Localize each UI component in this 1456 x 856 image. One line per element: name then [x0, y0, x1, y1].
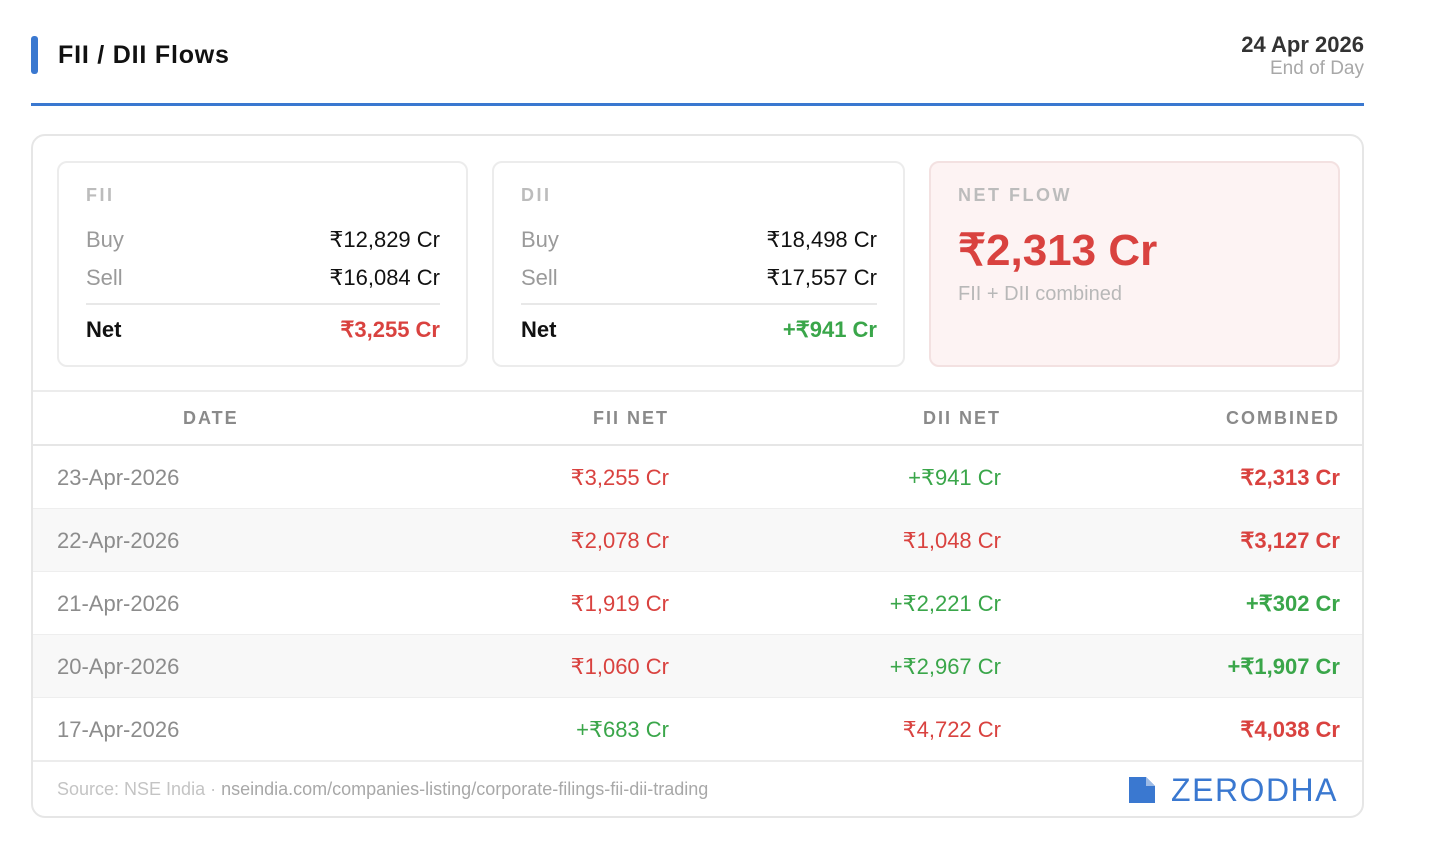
column-header-dii-net: DII NET [922, 408, 1001, 428]
row-date: 17-Apr-2026 [57, 717, 180, 742]
fii-net-label: Net [86, 317, 122, 342]
page-header: FII / DII Flows 24 Apr 2026 End of Day [31, 30, 1364, 106]
row-combined: ₹3,127 Cr [1240, 528, 1340, 553]
page-title: FII / DII Flows [58, 41, 230, 69]
fii-divider [86, 303, 440, 305]
table-row: 23-Apr-2026 ₹3,255 Cr +₹941 Cr ₹2,313 Cr [33, 446, 1362, 509]
row-combined: ₹2,313 Cr [1240, 465, 1340, 490]
column-header-combined: COMBINED [1226, 408, 1340, 428]
row-combined: +₹1,907 Cr [1227, 654, 1340, 679]
column-header-date: DATE [183, 408, 239, 428]
zerodha-logo-text: ZERODHA [1171, 771, 1338, 808]
row-fii-net: ₹3,255 Cr [570, 465, 669, 490]
table-row: 17-Apr-2026 +₹683 Cr ₹4,722 Cr ₹4,038 Cr [33, 698, 1362, 761]
zerodha-logo: ZERODHA [1129, 771, 1338, 808]
dii-divider [521, 303, 877, 305]
column-header-fii-net: FII NET [593, 408, 669, 428]
row-dii-net: +₹941 Cr [908, 465, 1001, 490]
fii-buy-value: ₹12,829 Cr [329, 227, 440, 252]
fii-label: FII [86, 185, 115, 205]
row-date: 23-Apr-2026 [57, 465, 180, 490]
dii-buy-value: ₹18,498 Cr [766, 227, 877, 252]
report-date: 24 Apr 2026 [1241, 32, 1364, 57]
dii-net-value: +₹941 Cr [782, 317, 877, 342]
row-fii-net: ₹1,919 Cr [570, 591, 669, 616]
row-date: 22-Apr-2026 [57, 528, 180, 553]
dii-sell-label: Sell [521, 265, 558, 290]
fii-net-value: ₹3,255 Cr [340, 317, 440, 342]
zerodha-logo-icon [1129, 777, 1156, 803]
source-link[interactable]: nseindia.com/companies-listing/corporate… [221, 779, 709, 799]
source-separator: · [205, 779, 222, 799]
source-label: Source: NSE India [57, 779, 206, 799]
fii-sell-value: ₹16,084 Cr [329, 265, 440, 290]
row-fii-net: ₹2,078 Cr [570, 528, 669, 553]
net-flow-note: FII + DII combined [958, 283, 1122, 305]
row-combined: ₹4,038 Cr [1240, 717, 1340, 742]
dii-summary-box: DII Buy ₹18,498 Cr Sell ₹17,557 Cr Net +… [492, 161, 905, 367]
row-combined: +₹302 Cr [1245, 591, 1340, 616]
report-subtitle: End of Day [1270, 58, 1364, 79]
table-row: 20-Apr-2026 ₹1,060 Cr +₹2,967 Cr +₹1,907… [33, 635, 1362, 698]
source-attribution: Source: NSE India · nseindia.com/compani… [57, 779, 708, 800]
net-flow-value: ₹2,313 Cr [958, 226, 1158, 275]
flows-table: DATE FII NET DII NET COMBINED 23-Apr-202… [33, 390, 1362, 761]
row-dii-net: +₹2,221 Cr [889, 591, 1001, 616]
flows-card: FII Buy ₹12,829 Cr Sell ₹16,084 Cr Net ₹… [31, 134, 1364, 818]
row-dii-net: ₹4,722 Cr [902, 717, 1001, 742]
title-accent-bar [31, 36, 38, 74]
row-fii-net: +₹683 Cr [576, 717, 669, 742]
table-row: 21-Apr-2026 ₹1,919 Cr +₹2,221 Cr +₹302 C… [33, 572, 1362, 635]
dii-buy-label: Buy [521, 227, 559, 252]
fii-sell-label: Sell [86, 265, 123, 290]
table-row: 22-Apr-2026 ₹2,078 Cr ₹1,048 Cr ₹3,127 C… [33, 509, 1362, 572]
net-flow-box: NET FLOW ₹2,313 Cr FII + DII combined [929, 161, 1340, 367]
dii-label: DII [521, 185, 552, 205]
fii-summary-box: FII Buy ₹12,829 Cr Sell ₹16,084 Cr Net ₹… [57, 161, 468, 367]
dii-sell-value: ₹17,557 Cr [766, 265, 877, 290]
row-fii-net: ₹1,060 Cr [570, 654, 669, 679]
dii-net-label: Net [521, 317, 557, 342]
row-dii-net: +₹2,967 Cr [889, 654, 1001, 679]
net-flow-label: NET FLOW [958, 185, 1072, 205]
table-header: DATE FII NET DII NET COMBINED [33, 392, 1362, 446]
row-dii-net: ₹1,048 Cr [902, 528, 1001, 553]
row-date: 20-Apr-2026 [57, 654, 180, 679]
card-footer: Source: NSE India · nseindia.com/compani… [33, 760, 1362, 816]
fii-buy-label: Buy [86, 227, 124, 252]
row-date: 21-Apr-2026 [57, 591, 180, 616]
